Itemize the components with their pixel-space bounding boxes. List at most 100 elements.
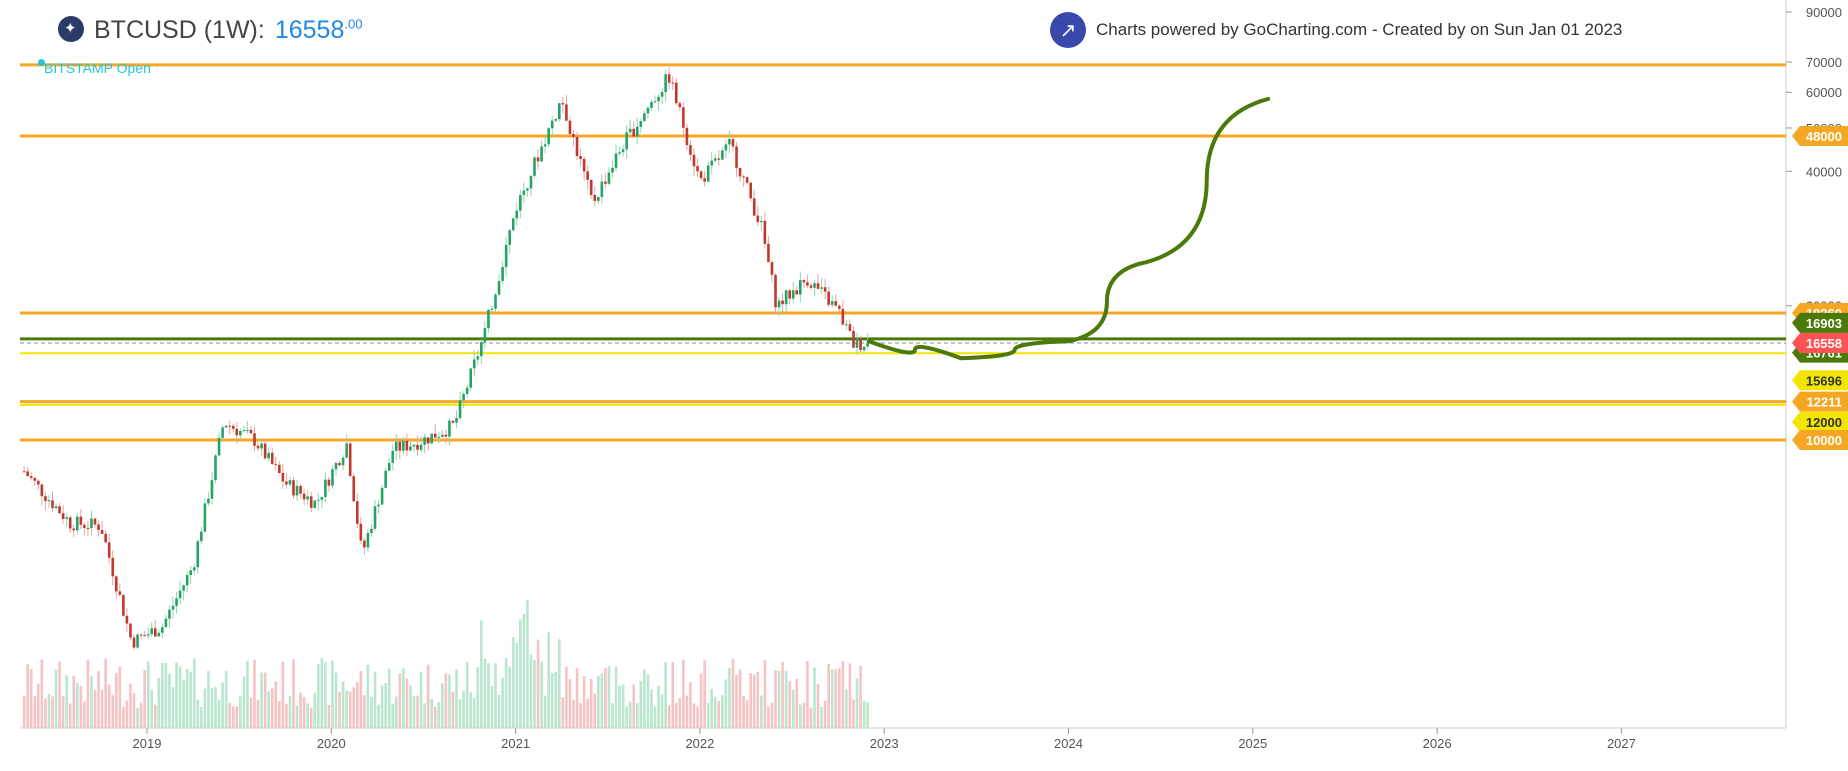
candle: [58, 502, 61, 515]
volume-bar: [650, 689, 653, 728]
volume-bar: [175, 662, 178, 728]
candle: [22, 465, 26, 473]
volume-bar: [646, 674, 650, 728]
candle: [738, 167, 742, 183]
volume-bar: [600, 673, 604, 728]
volume-bar: [777, 670, 781, 728]
volume-bar: [455, 669, 458, 728]
candle: [859, 335, 862, 352]
candle: [51, 491, 54, 513]
candle: [224, 425, 228, 429]
candle: [441, 430, 444, 438]
candle: [579, 148, 582, 166]
level-label: 10000: [1792, 430, 1848, 450]
candle: [260, 437, 263, 457]
volume-bar: [451, 691, 455, 728]
candle: [802, 278, 806, 289]
candle: [515, 203, 519, 226]
volume-bar: [653, 706, 657, 728]
volume-bar: [363, 695, 366, 728]
volume-bar: [51, 696, 54, 728]
candle: [281, 464, 285, 489]
candle: [469, 368, 473, 391]
candle: [657, 94, 660, 111]
x-tick-label: 2026: [1423, 736, 1452, 751]
candle: [501, 261, 504, 285]
candle: [182, 584, 185, 601]
candle: [522, 182, 526, 203]
volume-bar: [469, 692, 473, 728]
volume-bar: [738, 669, 742, 728]
volume-bar: [426, 664, 430, 728]
level-label-text: 48000: [1806, 129, 1842, 144]
candle: [313, 499, 317, 509]
volume-bar: [387, 668, 391, 728]
volume-bar: [806, 660, 809, 728]
volume-bar: [274, 681, 278, 728]
candle: [476, 349, 480, 365]
candle: [363, 538, 366, 556]
candle: [781, 292, 784, 312]
volume-bar: [44, 698, 47, 728]
candle: [285, 473, 288, 489]
volume-bar: [253, 659, 256, 728]
volume-bar: [607, 666, 611, 728]
candle: [331, 465, 334, 489]
volume-bar: [228, 702, 231, 728]
volume-bar: [710, 688, 714, 728]
candle: [604, 173, 607, 189]
candle: [735, 142, 738, 178]
candle: [423, 433, 426, 454]
volume-bar: [713, 696, 717, 728]
price-integer: 16558: [274, 16, 345, 44]
volume-bar: [118, 666, 122, 728]
volume-bar: [366, 664, 370, 728]
volume-bar: [448, 674, 451, 728]
candle: [731, 136, 735, 152]
volume-bar: [327, 704, 331, 728]
volume-bar: [29, 668, 33, 728]
volume-bar: [699, 673, 703, 728]
candle: [405, 433, 409, 457]
candle: [366, 528, 370, 552]
candle: [37, 479, 40, 490]
volume-bar: [625, 706, 628, 728]
candle: [660, 87, 664, 104]
volume-bar: [270, 688, 274, 728]
volume-bar: [111, 694, 115, 728]
volume-bar: [692, 703, 696, 728]
volume-bar: [65, 675, 68, 728]
candle: [838, 304, 841, 313]
candle: [540, 139, 543, 163]
volume-bar: [40, 659, 44, 728]
volume-bar: [604, 668, 607, 728]
candle: [437, 431, 441, 444]
candle: [699, 169, 703, 181]
candle: [760, 215, 763, 231]
candle: [402, 436, 405, 455]
candle: [788, 288, 791, 305]
candle: [611, 161, 614, 178]
volume-bar: [490, 685, 494, 728]
volume-bar: [54, 669, 58, 728]
candle: [309, 491, 313, 513]
candle: [547, 127, 550, 148]
volume-bar: [263, 672, 267, 728]
candle: [384, 467, 387, 489]
candle: [458, 391, 462, 421]
volume-bar: [441, 683, 444, 728]
volume-bar: [731, 658, 735, 728]
candle: [274, 456, 278, 470]
candle: [448, 417, 451, 446]
volume-bar: [182, 680, 185, 728]
candle: [433, 424, 437, 438]
candle: [565, 95, 568, 122]
x-tick-label: 2025: [1238, 736, 1267, 751]
volume-bar: [494, 663, 497, 728]
level-label-text: 16558: [1806, 336, 1842, 351]
volume-bar: [855, 678, 859, 728]
volume-bar: [338, 691, 341, 728]
candle: [682, 102, 685, 137]
volume-bar: [22, 695, 26, 728]
candle: [68, 515, 72, 533]
